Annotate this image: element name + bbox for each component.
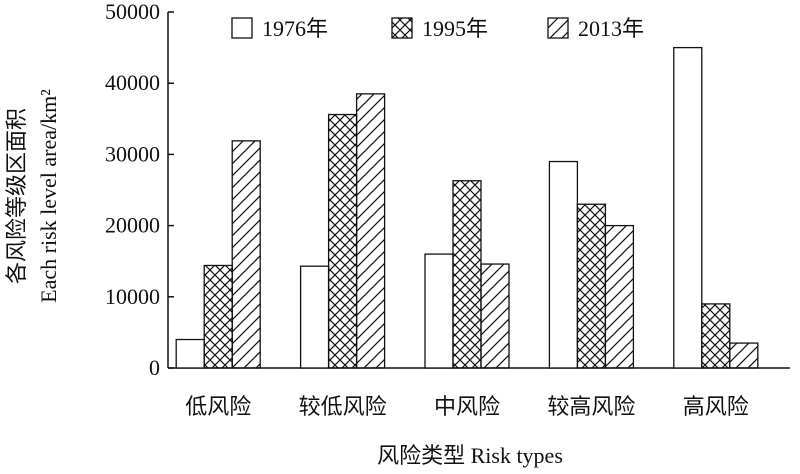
bar-crosshatch bbox=[701, 303, 731, 369]
bar-diagonal bbox=[480, 263, 510, 369]
bar-empty bbox=[548, 160, 579, 369]
bar-diagonal bbox=[355, 93, 386, 369]
category-label: 低风险 bbox=[185, 395, 251, 420]
bar-empty bbox=[175, 338, 205, 369]
y-tick-label: 10000 bbox=[105, 284, 160, 309]
category-label: 高风险 bbox=[683, 395, 749, 420]
bar-crosshatch bbox=[327, 113, 358, 369]
bar-empty bbox=[299, 265, 330, 369]
category-label: 中风险 bbox=[434, 395, 500, 420]
y-tick-labels: 0 10000 20000 30000 40000 50000 bbox=[105, 0, 174, 380]
category-label: 较高风险 bbox=[547, 395, 635, 420]
legend-label: 1995年 bbox=[422, 16, 488, 41]
y-tick-label: 50000 bbox=[105, 0, 160, 24]
plot-area bbox=[167, 12, 790, 369]
y-tick-label: 40000 bbox=[105, 70, 160, 95]
legend-swatch-empty bbox=[231, 17, 253, 39]
legend-swatch-crosshatch bbox=[391, 17, 413, 39]
y-tick-label: 30000 bbox=[105, 141, 160, 166]
bar-empty bbox=[424, 253, 454, 369]
legend: 1976年 1995年 2013年 bbox=[231, 16, 644, 41]
category-labels: 低风险 较低风险 中风险 较高风险 高风险 bbox=[185, 395, 749, 420]
y-axis-title-cn: 各风险等级区面积 bbox=[4, 108, 29, 284]
bar-crosshatch bbox=[203, 264, 233, 369]
y-tick-label: 0 bbox=[149, 355, 160, 380]
legend-swatch-diagonal bbox=[547, 17, 569, 39]
bar-diagonal bbox=[231, 140, 261, 369]
bar-empty bbox=[673, 46, 703, 369]
x-axis-title: 风险类型 Risk types bbox=[377, 443, 563, 468]
y-axis-title-en: Each risk level area/km² bbox=[36, 89, 61, 303]
category-label: 较低风险 bbox=[299, 395, 387, 420]
bar-crosshatch bbox=[576, 203, 607, 369]
y-tick-label: 20000 bbox=[105, 213, 160, 238]
bar-diagonal bbox=[604, 224, 635, 369]
legend-label: 1976年 bbox=[262, 16, 328, 41]
bar-diagonal bbox=[729, 342, 759, 369]
legend-label: 2013年 bbox=[578, 16, 644, 41]
bar-crosshatch bbox=[452, 180, 482, 369]
